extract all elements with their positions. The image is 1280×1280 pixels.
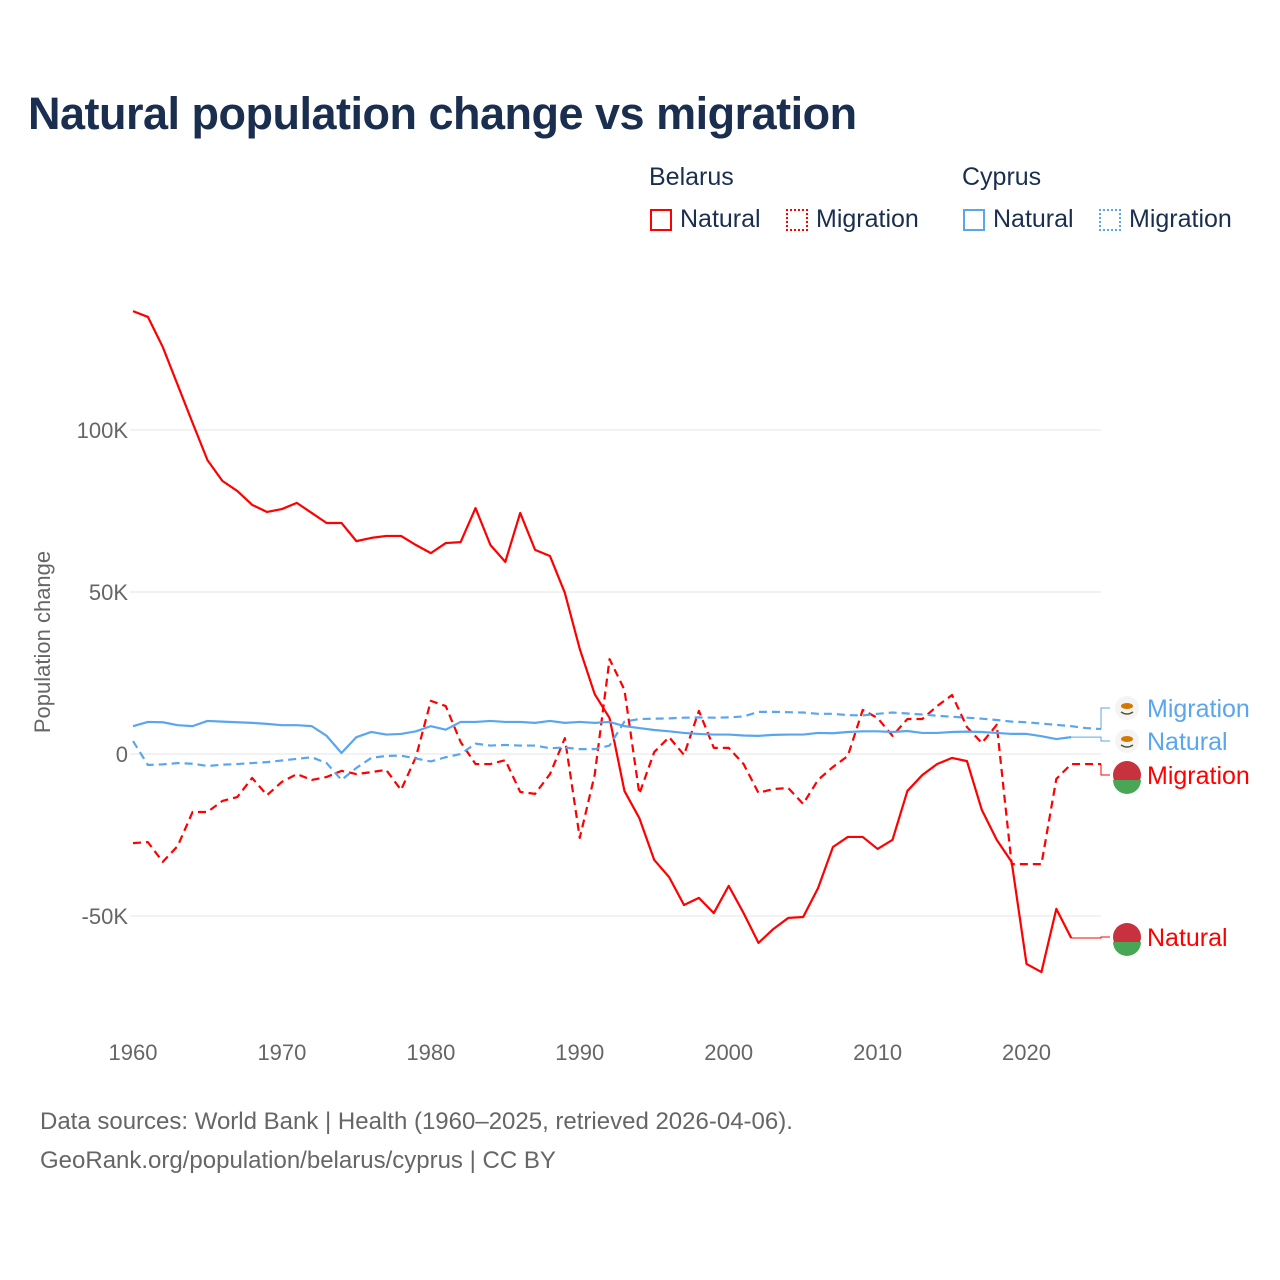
legend-label: Migration (1129, 205, 1232, 233)
legend-belarus-migration[interactable]: Migration (786, 205, 919, 234)
legend-cyprus-natural[interactable]: Natural (963, 205, 1074, 234)
series-line-cyprus-migration (132, 710, 1102, 782)
cyprus-flag-map (1121, 736, 1133, 742)
end-label: Migration (1147, 762, 1250, 790)
legend-label: Natural (680, 205, 761, 233)
y-tick-label: 0 (116, 742, 128, 767)
end-label: Natural (1147, 924, 1228, 952)
footer-sources: Data sources: World Bank | Health (1960–… (40, 1108, 793, 1135)
series-line-cyprus-natural (132, 719, 1072, 755)
end-label-connector (1100, 764, 1110, 776)
x-tick-label: 1970 (257, 1040, 306, 1065)
end-label: Natural (1147, 728, 1228, 756)
x-tick-label: 2000 (704, 1040, 753, 1065)
series-line-belarus-migration (132, 657, 1101, 866)
legend-cyprus-migration[interactable]: Migration (1099, 205, 1232, 234)
x-tick-label: 2010 (853, 1040, 902, 1065)
end-label: Migration (1147, 695, 1250, 723)
belarus-flag-icon-green (1113, 780, 1141, 794)
legend-swatch-solid-red (650, 208, 672, 231)
end-label-connector (1100, 707, 1110, 730)
legend-label: Natural (993, 205, 1074, 233)
legend-swatch-dotted-red (786, 208, 808, 231)
legend-belarus-natural[interactable]: Natural (650, 205, 761, 234)
chart-title: Natural population change vs migration (28, 88, 857, 139)
series-line-belarus-natural (132, 310, 1073, 974)
x-tick-label: 1980 (406, 1040, 455, 1065)
x-tick-label: 1990 (555, 1040, 604, 1065)
cyprus-flag-branches (1120, 744, 1134, 748)
legend-swatch-dotted-blue (1099, 208, 1121, 231)
end-label-connector (1071, 936, 1110, 939)
legend-group-cyprus: Cyprus (962, 163, 1042, 191)
x-tick-label: 2020 (1002, 1040, 1051, 1065)
cyprus-flag-map (1121, 703, 1133, 709)
belarus-flag-icon-green (1113, 942, 1141, 956)
legend-group-belarus: Belarus (649, 163, 734, 191)
y-tick-label: -50K (82, 904, 129, 929)
cyprus-flag-branches (1120, 711, 1134, 715)
y-tick-label: 50K (89, 580, 128, 605)
x-tick-label: 1960 (109, 1040, 158, 1065)
y-tick-label: 100K (77, 418, 129, 443)
end-label-connector (1071, 736, 1110, 742)
legend-label: Migration (816, 205, 919, 233)
legend-swatch-solid-blue (963, 208, 985, 231)
y-axis-label: Population change (30, 551, 55, 733)
footer-attribution[interactable]: GeoRank.org/population/belarus/cyprus | … (40, 1147, 556, 1174)
